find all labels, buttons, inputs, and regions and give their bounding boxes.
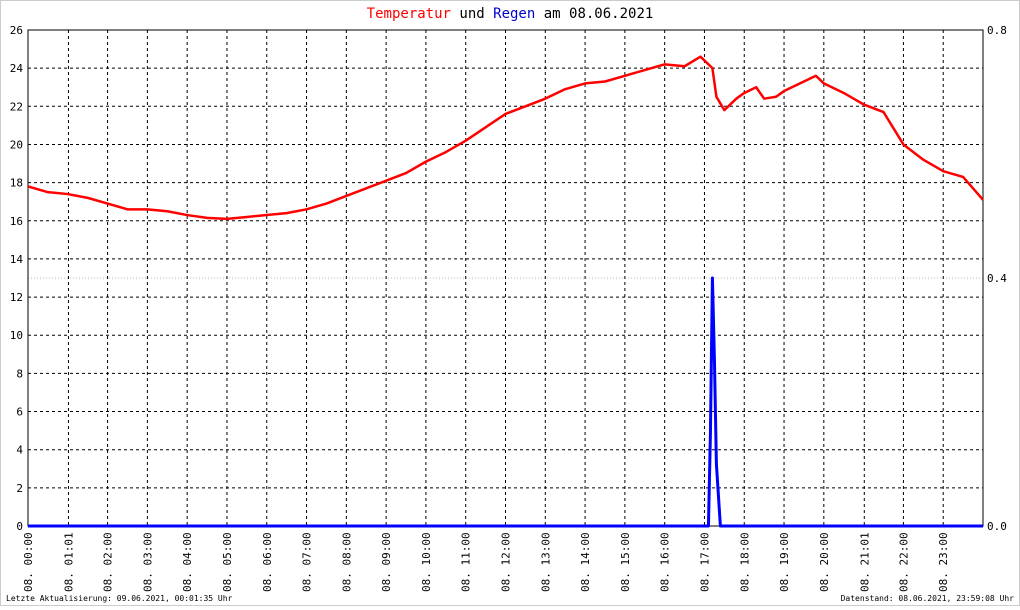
x-tick-label: 08. 06:00 bbox=[261, 532, 274, 592]
x-tick-label: 08. 18:00 bbox=[738, 532, 751, 592]
x-tick-label: 08. 05:00 bbox=[221, 532, 234, 592]
y-tick-label: 24 bbox=[10, 62, 24, 75]
y2-tick-label: 0.8 bbox=[987, 24, 1007, 37]
footer-right: Datenstand: 08.06.2021, 23:59:08 Uhr bbox=[841, 594, 1015, 603]
series-line bbox=[28, 276, 983, 528]
x-tick-label: 08. 21:01 bbox=[858, 532, 871, 592]
y-tick-label: 18 bbox=[10, 177, 23, 190]
y-tick-label: 26 bbox=[10, 24, 23, 37]
title-part: am 08.06.2021 bbox=[544, 6, 654, 22]
y-tick-label: 8 bbox=[16, 367, 23, 380]
x-tick-label: 08. 22:00 bbox=[897, 532, 910, 592]
y-tick-label: 2 bbox=[16, 482, 23, 495]
series-line bbox=[27, 55, 984, 221]
x-tick-label: 08. 15:00 bbox=[619, 532, 632, 592]
y2-tick-label: 0.4 bbox=[987, 272, 1007, 285]
x-tick-label: 08. 14:00 bbox=[579, 532, 592, 592]
y-tick-label: 12 bbox=[10, 291, 23, 304]
y2-tick-label: 0.0 bbox=[987, 520, 1007, 533]
x-tick-label: 08. 20:00 bbox=[818, 532, 831, 592]
y-tick-label: 4 bbox=[16, 444, 23, 457]
x-tick-label: 08. 08:00 bbox=[340, 532, 353, 592]
x-tick-label: 08. 02:00 bbox=[102, 532, 115, 592]
title-part: und bbox=[459, 6, 484, 22]
chart-title: Temperatur und Regen am 08.06.2021 bbox=[367, 6, 654, 22]
x-tick-label: 08. 17:00 bbox=[698, 532, 711, 592]
x-tick-label: 08. 10:00 bbox=[420, 532, 433, 592]
y-tick-label: 10 bbox=[10, 329, 23, 342]
x-tick-label: 08. 11:00 bbox=[460, 532, 473, 592]
x-tick-label: 08. 04:00 bbox=[181, 532, 194, 592]
x-tick-label: 08. 07:00 bbox=[301, 532, 314, 592]
y-tick-label: 22 bbox=[10, 100, 23, 113]
x-tick-label: 08. 23:00 bbox=[937, 532, 950, 592]
y-tick-label: 20 bbox=[10, 138, 23, 151]
x-tick-label: 08. 09:00 bbox=[380, 532, 393, 592]
x-tick-label: 08. 19:00 bbox=[778, 532, 791, 592]
x-tick-label: 08. 13:00 bbox=[539, 532, 552, 592]
x-tick-label: 08. 12:00 bbox=[500, 532, 513, 592]
y-tick-label: 6 bbox=[16, 406, 23, 419]
x-tick-label: 08. 00:00 bbox=[22, 532, 35, 592]
y-tick-label: 16 bbox=[10, 215, 23, 228]
y-tick-label: 14 bbox=[10, 253, 24, 266]
footer-left: Letzte Aktualisierung: 09.06.2021, 00:01… bbox=[6, 594, 233, 603]
title-part: Temperatur bbox=[367, 6, 451, 22]
x-tick-label: 08. 03:00 bbox=[141, 532, 154, 592]
y-tick-label: 0 bbox=[16, 520, 23, 533]
title-part: Regen bbox=[493, 6, 535, 22]
x-tick-label: 08. 01:01 bbox=[62, 532, 75, 592]
x-tick-label: 08. 16:00 bbox=[659, 532, 672, 592]
